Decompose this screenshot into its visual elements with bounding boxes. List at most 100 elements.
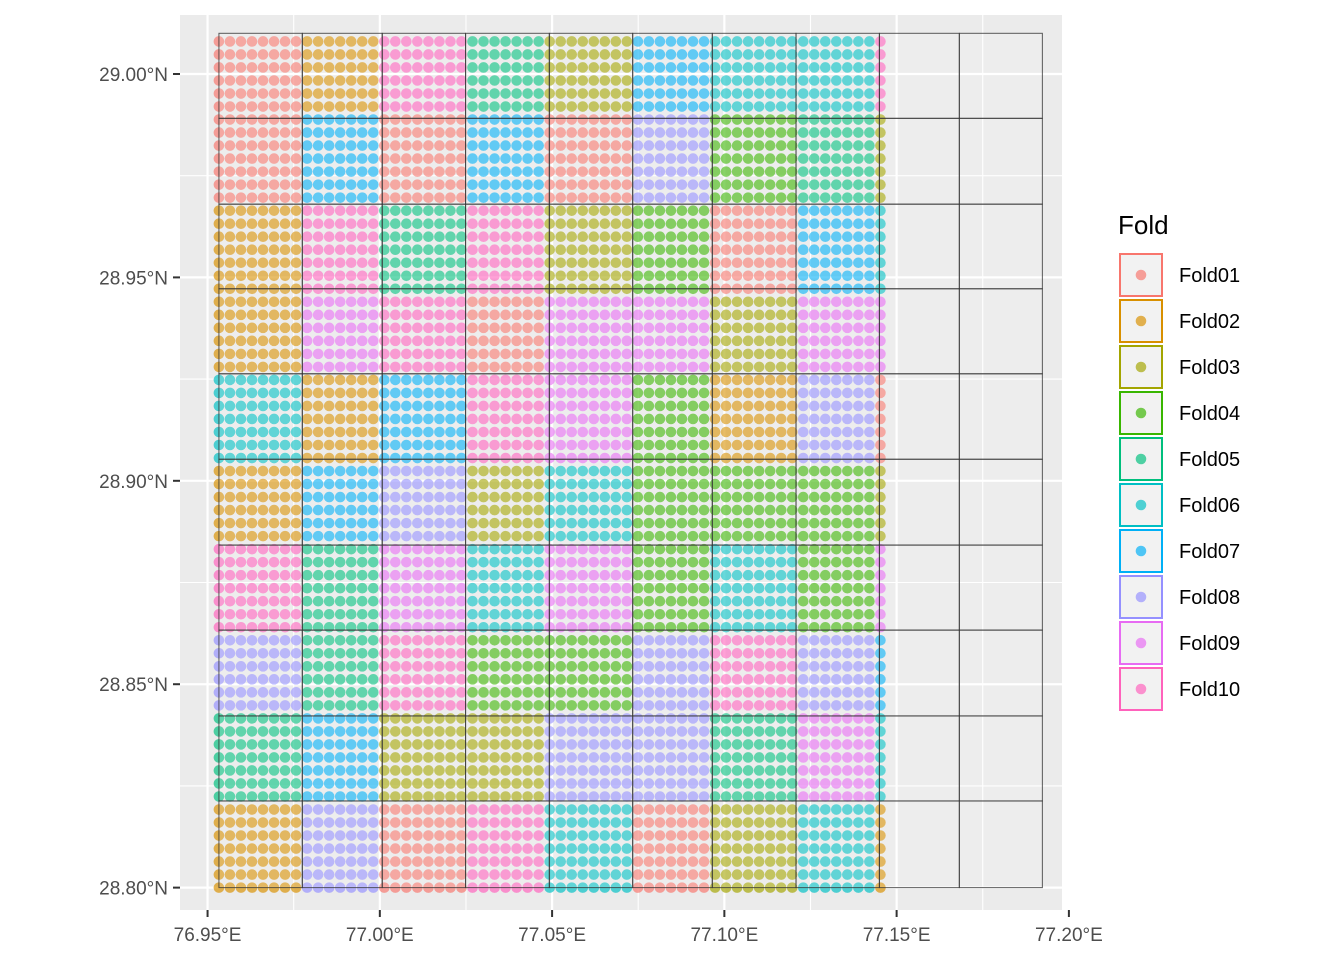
data-point	[290, 817, 302, 828]
data-point	[246, 674, 258, 685]
fold-block	[711, 32, 797, 119]
fold-block	[465, 544, 550, 631]
data-point	[379, 739, 390, 750]
data-point	[511, 608, 522, 620]
data-point	[356, 674, 368, 685]
data-point	[555, 608, 567, 620]
data-point	[842, 634, 853, 646]
data-point	[467, 687, 478, 698]
data-point	[445, 765, 456, 776]
data-point	[423, 765, 434, 776]
data-point	[786, 791, 798, 802]
data-point	[312, 778, 324, 789]
data-point	[257, 608, 269, 620]
data-point	[731, 687, 743, 698]
data-point	[687, 791, 699, 802]
data-point	[797, 739, 809, 750]
data-point	[235, 608, 247, 620]
data-point	[864, 739, 875, 750]
data-point	[257, 648, 269, 659]
data-point	[643, 752, 655, 763]
data-point	[412, 856, 423, 867]
data-point	[786, 674, 798, 685]
fold-block	[958, 458, 1043, 546]
data-point	[445, 843, 456, 854]
data-point	[808, 856, 820, 867]
data-point	[401, 843, 412, 854]
data-point	[511, 830, 522, 841]
data-point	[367, 726, 379, 737]
data-point	[742, 765, 754, 776]
data-point	[390, 739, 401, 750]
data-point	[412, 648, 423, 659]
data-point	[665, 804, 677, 815]
data-point	[379, 778, 390, 789]
data-point	[323, 791, 335, 802]
data-point	[456, 791, 467, 802]
data-point	[390, 752, 401, 763]
data-point	[676, 765, 688, 776]
fold-block	[218, 32, 303, 119]
x-tick-label: 77.20°E	[1035, 925, 1103, 946]
data-point	[290, 791, 302, 802]
data-point	[555, 582, 567, 594]
fold-block	[632, 288, 713, 375]
data-point	[235, 582, 247, 594]
fold-block	[795, 458, 880, 546]
data-point	[621, 726, 633, 737]
fold-block	[465, 117, 550, 205]
fold-block	[301, 203, 383, 290]
data-point	[698, 830, 710, 841]
data-point	[621, 739, 633, 750]
data-point	[301, 739, 313, 750]
data-point	[775, 752, 787, 763]
data-point	[301, 608, 313, 620]
data-point	[731, 739, 743, 750]
data-point	[654, 804, 666, 815]
data-point	[831, 726, 842, 737]
data-point	[599, 687, 611, 698]
data-point	[323, 804, 335, 815]
data-point	[401, 661, 412, 672]
data-point	[853, 595, 864, 607]
fold-block	[795, 117, 880, 205]
data-point	[643, 817, 655, 828]
data-point	[533, 830, 544, 841]
data-point	[290, 843, 302, 854]
data-point	[412, 608, 423, 620]
data-point	[764, 765, 776, 776]
data-point	[356, 582, 368, 594]
data-point	[224, 648, 236, 659]
data-point	[456, 869, 467, 880]
data-point	[831, 648, 842, 659]
data-point	[312, 687, 324, 698]
data-point	[599, 700, 611, 711]
data-point	[334, 648, 346, 659]
data-point	[445, 856, 456, 867]
data-point	[511, 843, 522, 854]
data-point	[246, 856, 258, 867]
data-point	[301, 661, 313, 672]
data-point	[345, 752, 357, 763]
data-point	[312, 595, 324, 607]
fold-block	[878, 800, 960, 889]
data-point	[864, 752, 875, 763]
data-point	[566, 804, 578, 815]
data-point	[401, 608, 412, 620]
data-point	[676, 804, 688, 815]
data-point	[654, 687, 666, 698]
data-point	[775, 687, 787, 698]
data-point	[654, 830, 666, 841]
data-point	[390, 634, 401, 646]
data-point	[434, 582, 445, 594]
data-point	[312, 648, 324, 659]
data-point	[224, 869, 236, 880]
data-point	[257, 739, 269, 750]
fold-block	[301, 458, 383, 546]
data-point	[489, 778, 500, 789]
data-point	[753, 648, 765, 659]
data-point	[720, 687, 732, 698]
data-point	[235, 804, 247, 815]
data-point	[654, 674, 666, 685]
fold-block	[465, 715, 550, 802]
